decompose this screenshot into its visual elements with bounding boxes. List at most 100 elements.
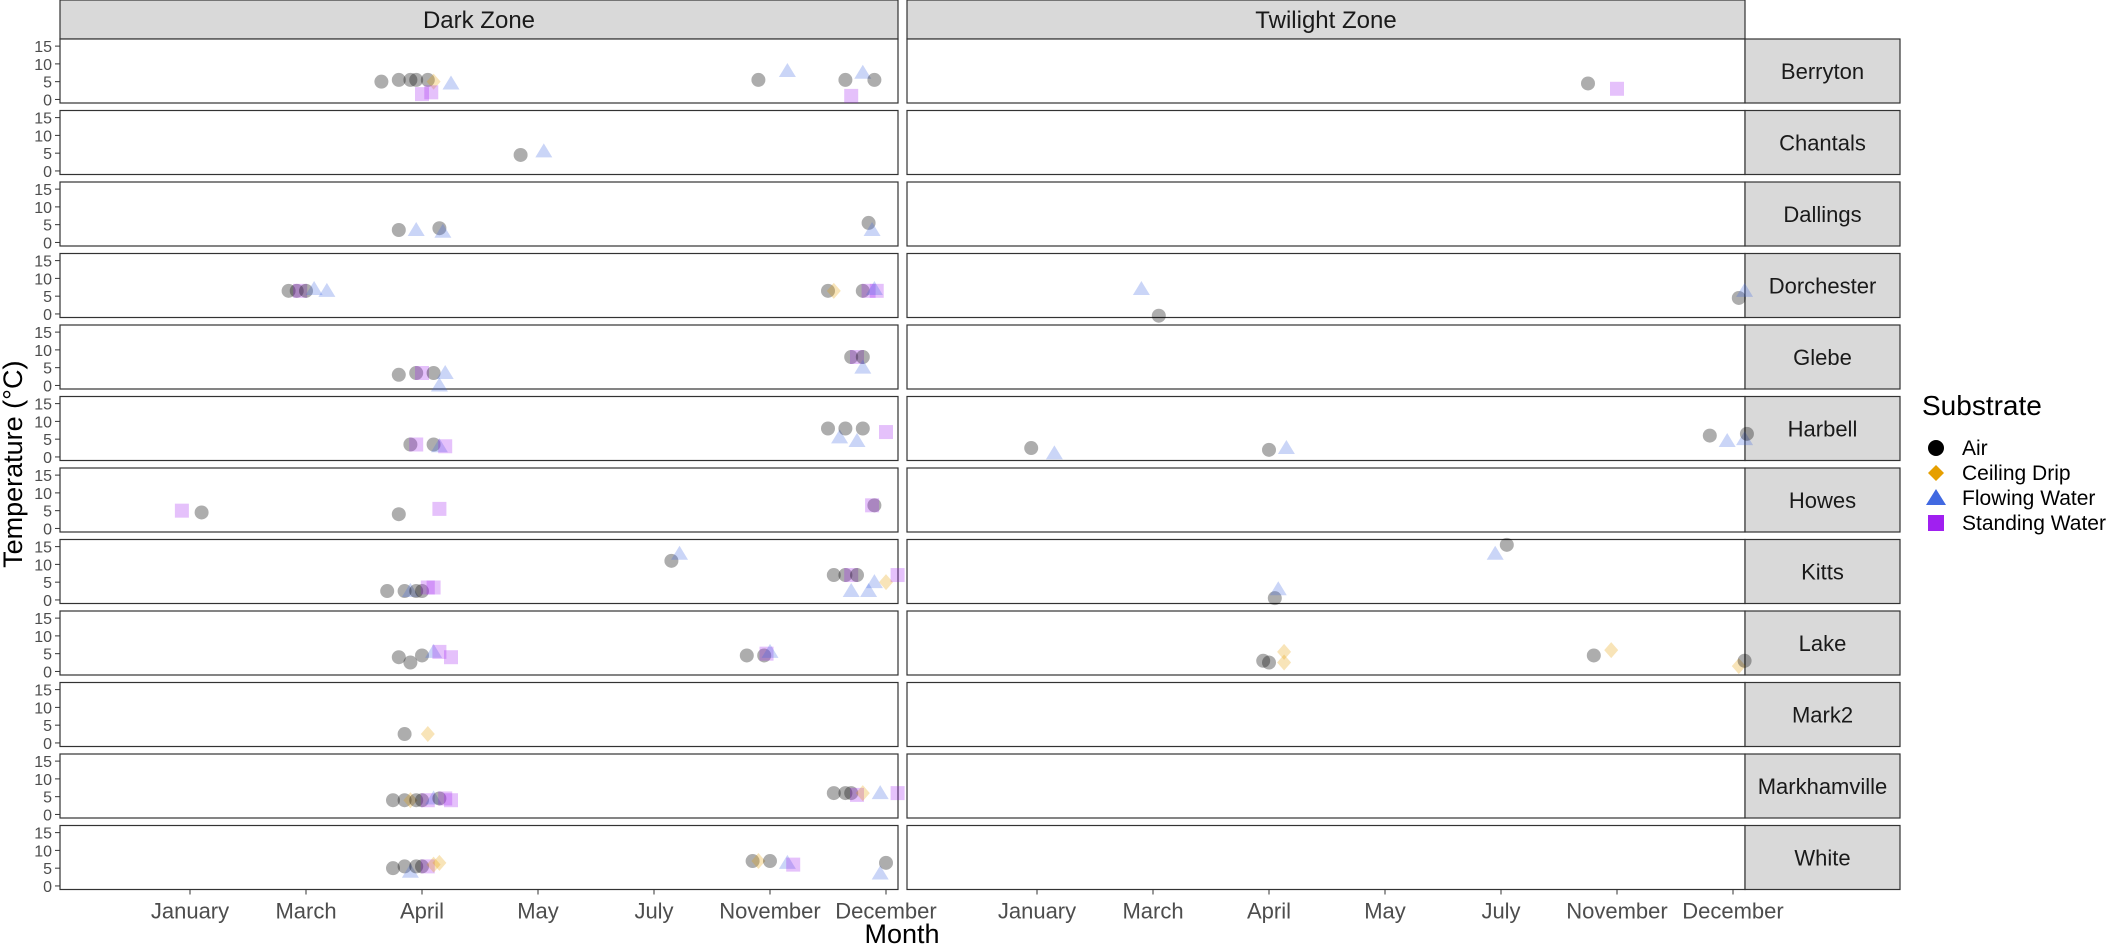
y-tick-label: 0	[43, 378, 52, 395]
point-air	[838, 72, 853, 87]
point-ceiling-drip	[426, 856, 441, 873]
point-standing-water	[850, 787, 864, 802]
y-tick-label: 0	[43, 450, 52, 467]
panel-frame	[59, 252, 899, 319]
point-standing-water	[850, 350, 864, 364]
panel-frame	[59, 324, 899, 390]
point-air	[415, 793, 429, 808]
row-strip-label: Berryton	[1781, 59, 1864, 84]
panel-frame	[906, 538, 1746, 605]
point-flowing-water	[860, 583, 878, 598]
panel-frame	[59, 38, 899, 104]
y-tick-label: 5	[43, 75, 52, 92]
y-tick-label: 0	[43, 593, 52, 610]
y-tick-label: 5	[43, 575, 52, 592]
point-air	[1586, 648, 1601, 663]
y-axis-title: Temperature (°C)	[0, 361, 28, 568]
point-air	[409, 859, 424, 874]
x-tick-label: November	[719, 899, 820, 924]
point-ceiling-drip	[1277, 654, 1292, 671]
point-ceiling-drip	[879, 574, 893, 591]
point-air	[397, 727, 412, 742]
panel-frame	[59, 753, 899, 819]
point-flowing-water	[1736, 282, 1754, 297]
y-tick-label: 10	[34, 843, 52, 860]
point-standing-water	[865, 498, 880, 513]
point-standing-water	[415, 87, 429, 102]
x-tick-label: March	[1122, 899, 1183, 924]
row-strip-label: Mark2	[1792, 703, 1853, 728]
row-strip-label: Dallings	[1783, 202, 1861, 227]
y-tick-label: 15	[34, 826, 52, 843]
point-standing-water	[786, 857, 801, 872]
y-tick-label: 0	[43, 879, 52, 896]
y-tick-label: 5	[43, 361, 52, 378]
point-flowing-water	[430, 377, 448, 392]
y-tick-label: 15	[34, 397, 52, 414]
point-air	[861, 215, 876, 230]
point-standing-water	[861, 283, 876, 298]
y-tick-label: 0	[43, 807, 52, 824]
y-tick-label: 5	[43, 790, 52, 807]
panel-frame	[906, 824, 1746, 891]
point-flowing-water	[671, 545, 689, 560]
point-air	[867, 72, 882, 87]
y-tick-label: 15	[34, 182, 52, 199]
x-tick-label: May	[1364, 899, 1406, 924]
point-air	[281, 283, 296, 298]
panel-frame	[59, 109, 899, 176]
point-air	[409, 366, 424, 380]
row-strip-label: Chantals	[1779, 131, 1866, 156]
point-air	[1731, 290, 1746, 305]
x-tick-label: December	[835, 899, 936, 924]
legend-key-flowing-water	[1926, 489, 1946, 505]
point-flowing-water	[1736, 431, 1754, 446]
point-air	[1262, 442, 1276, 457]
panel-frame	[906, 395, 1746, 462]
legend-label: Air	[1962, 437, 1988, 460]
point-flowing-water	[407, 222, 425, 236]
point-flowing-water	[865, 574, 883, 589]
point-air	[855, 283, 870, 298]
point-air	[745, 854, 760, 869]
point-flowing-water	[535, 143, 553, 158]
point-air	[380, 584, 395, 599]
point-air	[1262, 655, 1276, 670]
row-strip-label: Markhamville	[1758, 774, 1888, 799]
panel-frame	[59, 395, 899, 462]
point-air	[844, 786, 859, 801]
point-flowing-water	[425, 643, 443, 658]
point-air	[826, 568, 841, 583]
point-air	[751, 72, 766, 87]
row-strip-label: Dorchester	[1769, 274, 1877, 299]
row-strip-bg	[1744, 252, 1901, 319]
point-standing-water	[432, 644, 447, 659]
panel-frame	[906, 252, 1746, 319]
point-air	[1256, 653, 1271, 668]
x-tick-label: July	[1481, 899, 1520, 924]
point-standing-water	[844, 88, 859, 103]
y-tick-label: 10	[34, 772, 52, 789]
y-tick-label: 15	[34, 754, 52, 771]
point-air	[391, 367, 406, 382]
point-flowing-water	[1269, 581, 1287, 596]
point-air	[1581, 76, 1595, 91]
panel-frame	[59, 181, 899, 247]
point-standing-water	[438, 439, 453, 454]
point-ceiling-drip	[1604, 642, 1619, 659]
point-air	[850, 568, 864, 583]
point-ceiling-drip	[826, 282, 841, 299]
point-air	[415, 859, 429, 874]
point-air	[838, 568, 853, 583]
point-air	[1702, 428, 1717, 443]
point-flowing-water	[778, 854, 796, 869]
y-tick-label: 15	[34, 611, 52, 628]
point-standing-water	[438, 791, 453, 806]
point-flowing-water	[871, 785, 889, 800]
point-air	[739, 648, 754, 663]
point-flowing-water	[831, 429, 849, 444]
point-flowing-water	[1718, 432, 1736, 447]
panel-frame	[906, 109, 1746, 176]
point-air	[1024, 441, 1039, 456]
